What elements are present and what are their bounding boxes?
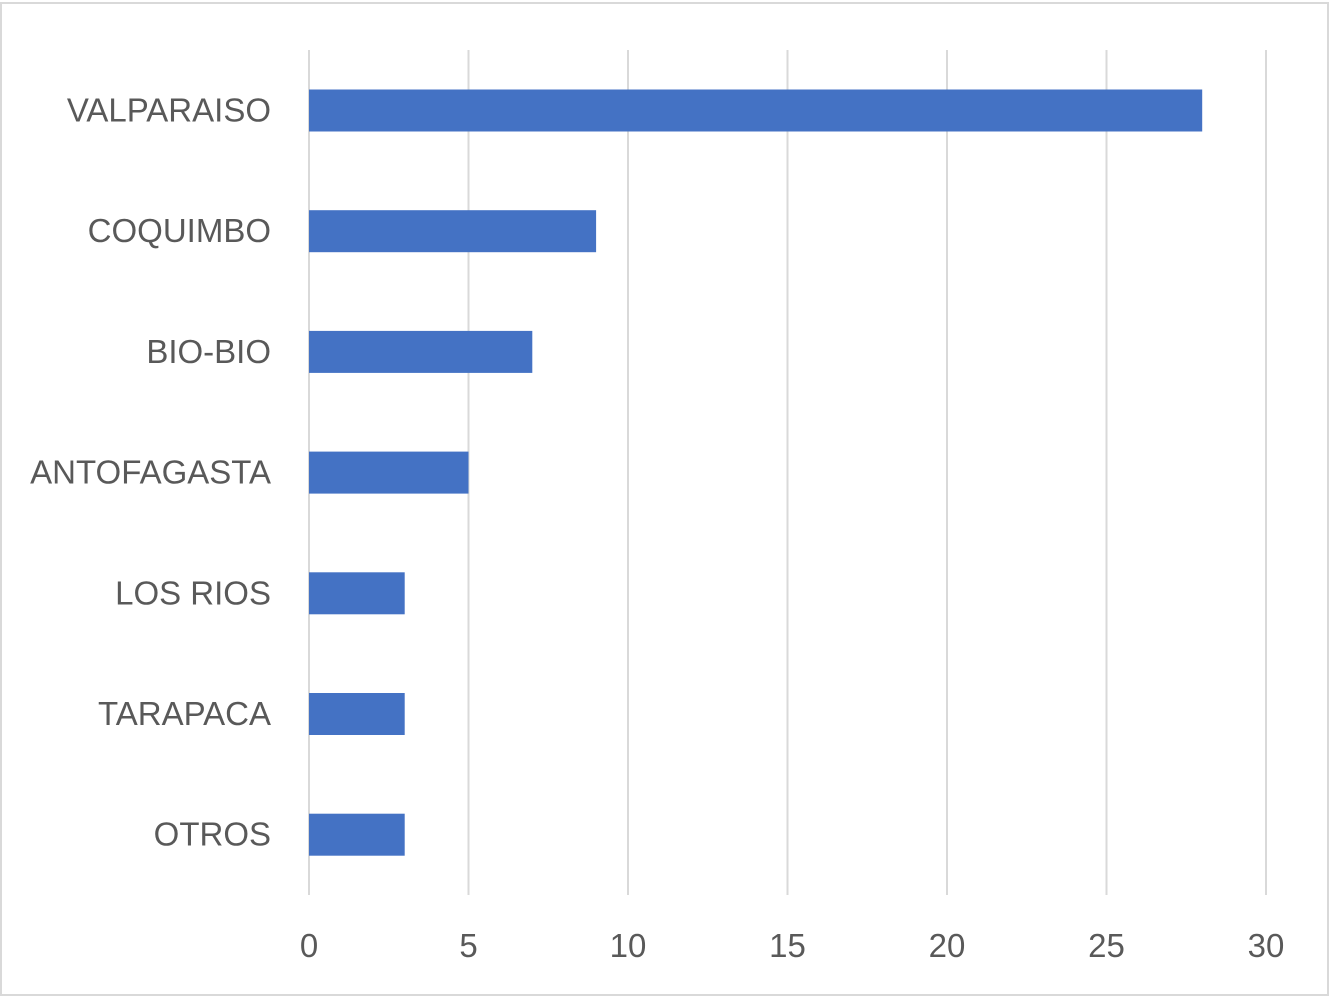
x-tick-label: 0 — [300, 927, 318, 964]
bar-otros — [309, 813, 405, 856]
x-tick-label: 20 — [929, 927, 966, 964]
category-label: ANTOFAGASTA — [30, 454, 271, 491]
bar-valparaiso — [309, 89, 1203, 132]
x-tick-label: 15 — [769, 927, 806, 964]
x-tick-label: 5 — [459, 927, 477, 964]
category-label: TARAPACA — [98, 695, 271, 732]
bars — [309, 89, 1203, 856]
gridlines — [308, 50, 1267, 895]
bar-bio-bio — [309, 330, 533, 373]
bar-coquimbo — [309, 210, 597, 253]
x-tick-label: 30 — [1248, 927, 1285, 964]
bar-antofagasta — [309, 451, 469, 494]
x-tick-labels: 0 5 10 15 20 25 30 — [300, 927, 1285, 964]
x-tick-label: 10 — [610, 927, 647, 964]
category-label: COQUIMBO — [88, 212, 271, 249]
x-tick-label: 25 — [1088, 927, 1125, 964]
category-label: BIO-BIO — [146, 333, 271, 370]
bar-los-rios — [309, 572, 405, 615]
category-label: OTROS — [154, 816, 271, 853]
category-label: LOS RIOS — [115, 574, 271, 611]
bar-tarapaca — [309, 693, 405, 735]
category-label: VALPARAISO — [67, 92, 271, 129]
category-labels: VALPARAISO COQUIMBO BIO-BIO ANTOFAGASTA LOS … — [30, 92, 271, 853]
